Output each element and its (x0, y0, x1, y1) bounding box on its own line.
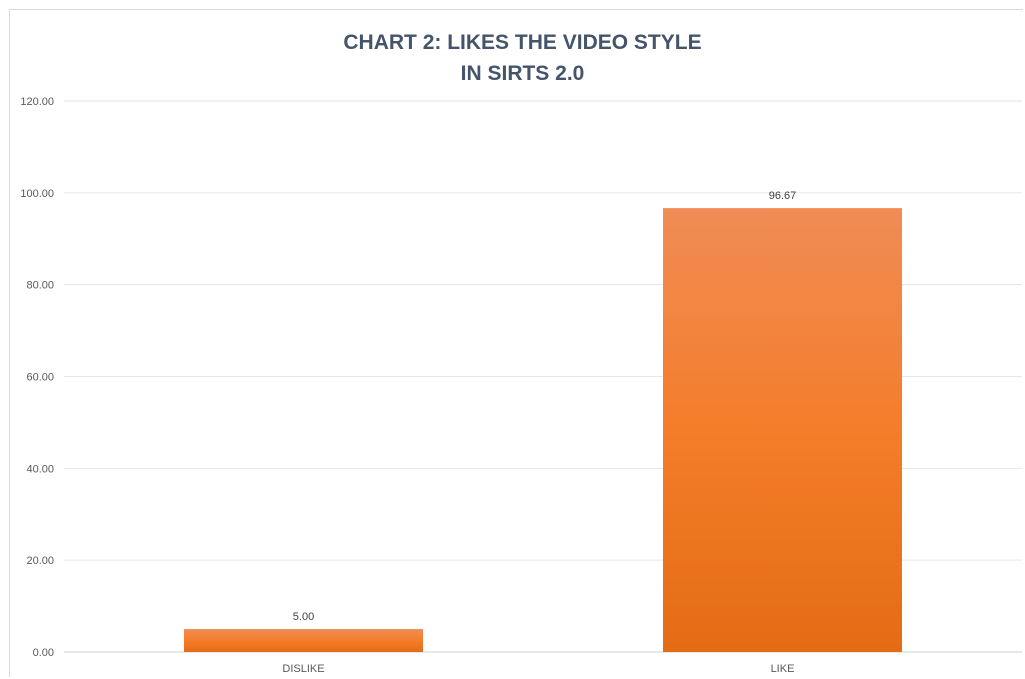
chart-subtitle: IN SIRTS 2.0 (460, 62, 585, 85)
x-axis-tick-labels: DISLIKE LIKE (282, 663, 794, 675)
bars (184, 208, 902, 652)
x-tick-label: LIKE (771, 663, 795, 675)
chart-title-block: CHART 2: LIKES THE VIDEO STYLE IN SIRTS … (0, 27, 1025, 89)
chart-title: CHART 2: LIKES THE VIDEO STYLE (343, 31, 702, 54)
data-labels: 5.00 96.67 (293, 190, 796, 623)
y-tick-label: 0.00 (33, 647, 54, 659)
y-tick-label: 80.00 (26, 280, 54, 292)
data-label: 96.67 (769, 190, 797, 202)
bar-dislike (184, 629, 423, 652)
y-tick-label: 20.00 (26, 555, 54, 567)
y-tick-label: 40.00 (26, 463, 54, 475)
x-tick-label: DISLIKE (282, 663, 324, 675)
y-tick-label: 100.00 (20, 188, 54, 200)
chart-area (9, 9, 1023, 677)
y-tick-label: 120.00 (20, 96, 54, 108)
y-tick-label: 60.00 (26, 372, 54, 384)
bar-like (663, 208, 902, 652)
y-axis-tick-labels: 0.00 20.00 40.00 60.00 80.00 100.00 120.00 (20, 96, 54, 659)
data-label: 5.00 (293, 611, 314, 623)
